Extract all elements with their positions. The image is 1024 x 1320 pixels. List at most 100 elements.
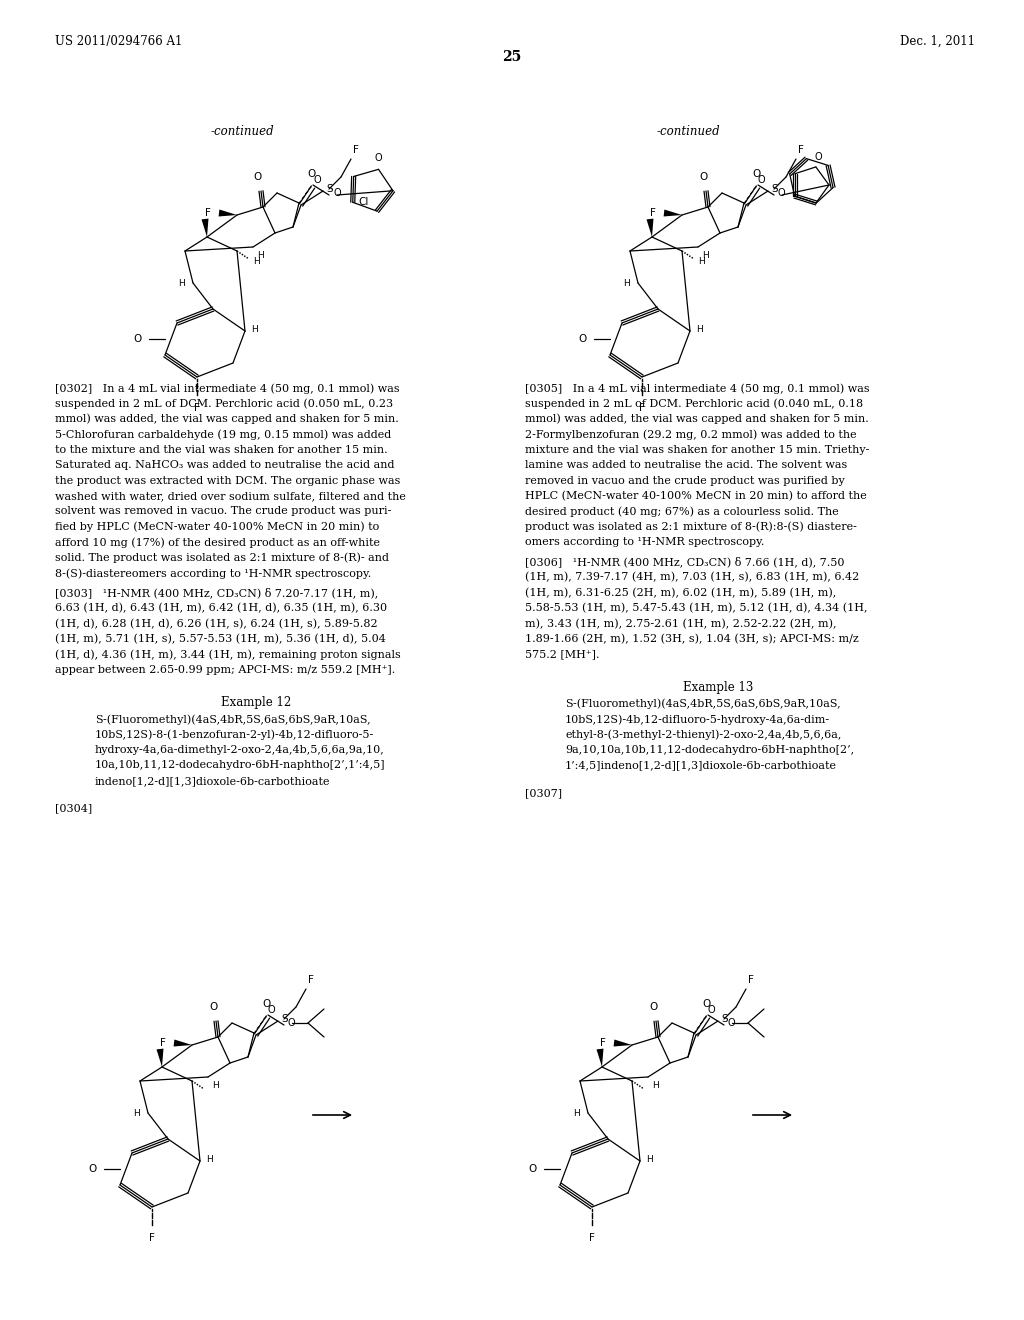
Text: O: O	[579, 334, 587, 345]
Text: mmol) was added, the vial was capped and shaken for 5 min.: mmol) was added, the vial was capped and…	[525, 414, 868, 425]
Text: O: O	[313, 176, 321, 185]
Text: the product was extracted with DCM. The organic phase was: the product was extracted with DCM. The …	[55, 475, 400, 486]
Text: F: F	[748, 975, 754, 985]
Text: indeno[1,2-d][1,3]dioxole-6b-carbothioate: indeno[1,2-d][1,3]dioxole-6b-carbothioat…	[95, 776, 331, 785]
Text: H: H	[253, 256, 260, 265]
Polygon shape	[174, 1040, 193, 1047]
Polygon shape	[202, 219, 209, 238]
Text: F: F	[600, 1038, 606, 1048]
Text: H: H	[652, 1081, 658, 1090]
Text: S: S	[281, 1014, 288, 1024]
Text: H: H	[624, 279, 630, 288]
Text: H: H	[257, 251, 264, 260]
Text: (1H, d), 6.28 (1H, d), 6.26 (1H, s), 6.24 (1H, s), 5.89-5.82: (1H, d), 6.28 (1H, d), 6.26 (1H, s), 6.2…	[55, 618, 378, 628]
Text: suspended in 2 mL of DCM. Perchloric acid (0.040 mL, 0.18: suspended in 2 mL of DCM. Perchloric aci…	[525, 399, 863, 409]
Text: 1’:4,5]indeno[1,2-d][1,3]dioxole-6b-carbothioate: 1’:4,5]indeno[1,2-d][1,3]dioxole-6b-carb…	[565, 760, 837, 771]
Text: O: O	[752, 169, 760, 180]
Text: O: O	[708, 1005, 716, 1015]
Text: F: F	[353, 145, 358, 154]
Text: O: O	[698, 172, 708, 182]
Text: (1H, m), 6.31-6.25 (2H, m), 6.02 (1H, m), 5.89 (1H, m),: (1H, m), 6.31-6.25 (2H, m), 6.02 (1H, m)…	[525, 587, 837, 598]
Text: F: F	[160, 1038, 166, 1048]
Text: 10a,10b,11,12-dodecahydro-6bH-naphtho[2’,1’:4,5]: 10a,10b,11,12-dodecahydro-6bH-naphtho[2’…	[95, 760, 386, 771]
Text: H: H	[251, 325, 258, 334]
Text: desired product (40 mg; 67%) as a colourless solid. The: desired product (40 mg; 67%) as a colour…	[525, 507, 839, 517]
Text: 1.89-1.66 (2H, m), 1.52 (3H, s), 1.04 (3H, s); APCI-MS: m/z: 1.89-1.66 (2H, m), 1.52 (3H, s), 1.04 (3…	[525, 634, 859, 644]
Text: mmol) was added, the vial was capped and shaken for 5 min.: mmol) was added, the vial was capped and…	[55, 414, 398, 425]
Text: O: O	[702, 999, 711, 1008]
Text: [0307]: [0307]	[525, 788, 562, 797]
Text: 6.63 (1H, d), 6.43 (1H, m), 6.42 (1H, d), 6.35 (1H, m), 6.30: 6.63 (1H, d), 6.43 (1H, m), 6.42 (1H, d)…	[55, 603, 387, 614]
Text: 2-Formylbenzofuran (29.2 mg, 0.2 mmol) was added to the: 2-Formylbenzofuran (29.2 mg, 0.2 mmol) w…	[525, 429, 857, 440]
Text: F: F	[589, 1233, 595, 1243]
Text: omers according to ¹H-NMR spectroscopy.: omers according to ¹H-NMR spectroscopy.	[525, 537, 764, 548]
Text: S: S	[721, 1014, 728, 1024]
Text: O: O	[89, 1164, 97, 1173]
Text: 10bS,12S)-4b,12-difluoro-5-hydroxy-4a,6a-dim-: 10bS,12S)-4b,12-difluoro-5-hydroxy-4a,6a…	[565, 714, 830, 725]
Text: m), 3.43 (1H, m), 2.75-2.61 (1H, m), 2.52-2.22 (2H, m),: m), 3.43 (1H, m), 2.75-2.61 (1H, m), 2.5…	[525, 618, 837, 628]
Text: -continued: -continued	[656, 125, 720, 139]
Polygon shape	[218, 210, 237, 216]
Text: H: H	[133, 1109, 140, 1118]
Text: ethyl-8-(3-methyl-2-thienyl)-2-oxo-2,4a,4b,5,6,6a,: ethyl-8-(3-methyl-2-thienyl)-2-oxo-2,4a,…	[565, 730, 842, 741]
Text: [0303]   ¹H-NMR (400 MHz, CD₃CN) δ 7.20-7.17 (1H, m),: [0303] ¹H-NMR (400 MHz, CD₃CN) δ 7.20-7.…	[55, 587, 378, 598]
Text: removed in vacuo and the crude product was purified by: removed in vacuo and the crude product w…	[525, 475, 845, 486]
Text: H: H	[696, 325, 702, 334]
Text: F: F	[150, 1233, 155, 1243]
Polygon shape	[646, 219, 653, 238]
Text: O: O	[375, 153, 382, 164]
Text: O: O	[209, 1002, 217, 1012]
Text: O: O	[528, 1164, 537, 1173]
Text: 575.2 [MH⁺].: 575.2 [MH⁺].	[525, 649, 599, 659]
Text: O: O	[728, 1018, 735, 1028]
Text: F: F	[205, 209, 211, 218]
Text: 10bS,12S)-8-(1-benzofuran-2-yl)-4b,12-difluoro-5-: 10bS,12S)-8-(1-benzofuran-2-yl)-4b,12-di…	[95, 730, 374, 741]
Text: H: H	[178, 279, 185, 288]
Text: 8-(S)-diastereomers according to ¹H-NMR spectroscopy.: 8-(S)-diastereomers according to ¹H-NMR …	[55, 568, 372, 578]
Text: H: H	[206, 1155, 213, 1163]
Text: -continued: -continued	[210, 125, 273, 139]
Text: [0305]   In a 4 mL vial intermediate 4 (50 mg, 0.1 mmol) was: [0305] In a 4 mL vial intermediate 4 (50…	[525, 383, 869, 393]
Text: 5.58-5.53 (1H, m), 5.47-5.43 (1H, m), 5.12 (1H, d), 4.34 (1H,: 5.58-5.53 (1H, m), 5.47-5.43 (1H, m), 5.…	[525, 603, 867, 614]
Polygon shape	[613, 1040, 632, 1047]
Text: F: F	[798, 145, 804, 154]
Text: O: O	[288, 1018, 296, 1028]
Text: afford 10 mg (17%) of the desired product as an off-white: afford 10 mg (17%) of the desired produc…	[55, 537, 380, 548]
Text: lamine was added to neutralise the acid. The solvent was: lamine was added to neutralise the acid.…	[525, 461, 847, 470]
Text: solvent was removed in vacuo. The crude product was puri-: solvent was removed in vacuo. The crude …	[55, 507, 391, 516]
Text: O: O	[254, 172, 262, 182]
Text: 25: 25	[503, 50, 521, 63]
Polygon shape	[664, 210, 682, 216]
Text: product was isolated as 2:1 mixture of 8-(R):8-(S) diastere-: product was isolated as 2:1 mixture of 8…	[525, 521, 857, 532]
Text: [0302]   In a 4 mL vial intermediate 4 (50 mg, 0.1 mmol) was: [0302] In a 4 mL vial intermediate 4 (50…	[55, 383, 399, 393]
Text: HPLC (MeCN-water 40-100% MeCN in 20 min) to afford the: HPLC (MeCN-water 40-100% MeCN in 20 min)…	[525, 491, 866, 502]
Text: O: O	[262, 999, 270, 1008]
Text: [0304]: [0304]	[55, 804, 92, 813]
Text: O: O	[333, 187, 341, 198]
Text: 5-Chlorofuran carbaldehyde (19 mg, 0.15 mmol) was added: 5-Chlorofuran carbaldehyde (19 mg, 0.15 …	[55, 429, 391, 440]
Text: fied by HPLC (MeCN-water 40-100% MeCN in 20 min) to: fied by HPLC (MeCN-water 40-100% MeCN in…	[55, 521, 379, 532]
Text: F: F	[308, 975, 314, 985]
Text: hydroxy-4a,6a-dimethyl-2-oxo-2,4a,4b,5,6,6a,9a,10,: hydroxy-4a,6a-dimethyl-2-oxo-2,4a,4b,5,6…	[95, 744, 385, 755]
Text: O: O	[649, 1002, 657, 1012]
Text: H: H	[212, 1081, 219, 1090]
Text: F: F	[650, 209, 656, 218]
Text: to the mixture and the vial was shaken for another 15 min.: to the mixture and the vial was shaken f…	[55, 445, 388, 454]
Text: Saturated aq. NaHCO₃ was added to neutralise the acid and: Saturated aq. NaHCO₃ was added to neutra…	[55, 461, 394, 470]
Text: S: S	[771, 183, 777, 194]
Text: O: O	[307, 169, 315, 180]
Text: H: H	[702, 251, 709, 260]
Text: Example 13: Example 13	[683, 681, 754, 694]
Text: O: O	[268, 1005, 275, 1015]
Text: H: H	[698, 256, 705, 265]
Text: Cl: Cl	[358, 197, 369, 207]
Text: O: O	[778, 187, 785, 198]
Text: F: F	[639, 403, 645, 413]
Text: (1H, d), 4.36 (1H, m), 3.44 (1H, m), remaining proton signals: (1H, d), 4.36 (1H, m), 3.44 (1H, m), rem…	[55, 649, 400, 660]
Text: washed with water, dried over sodium sulfate, filtered and the: washed with water, dried over sodium sul…	[55, 491, 406, 502]
Text: (1H, m), 7.39-7.17 (4H, m), 7.03 (1H, s), 6.83 (1H, m), 6.42: (1H, m), 7.39-7.17 (4H, m), 7.03 (1H, s)…	[525, 572, 859, 582]
Text: Example 12: Example 12	[221, 696, 291, 709]
Text: (1H, m), 5.71 (1H, s), 5.57-5.53 (1H, m), 5.36 (1H, d), 5.04: (1H, m), 5.71 (1H, s), 5.57-5.53 (1H, m)…	[55, 634, 386, 644]
Text: H: H	[646, 1155, 652, 1163]
Text: O: O	[814, 152, 821, 162]
